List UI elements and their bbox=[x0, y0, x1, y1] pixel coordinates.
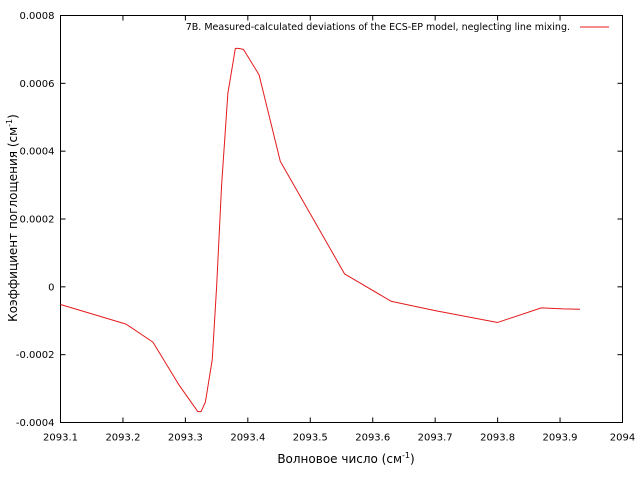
x-tick-label: 2094 bbox=[610, 433, 635, 444]
legend: 7B. Measured-calculated deviations of th… bbox=[186, 22, 609, 33]
y-axis-title-close: ) bbox=[6, 114, 20, 119]
y-tick-label: -0.0002 bbox=[16, 350, 55, 361]
x-tick-label: 2093.6 bbox=[355, 433, 390, 444]
series-group bbox=[60, 47, 581, 413]
x-axis-title-main: Волновое число (см bbox=[277, 452, 402, 466]
y-tick-label: 0.0002 bbox=[20, 215, 55, 226]
x-tick-label: 2093.2 bbox=[105, 433, 140, 444]
y-tick-label: 0 bbox=[48, 282, 54, 293]
y-tick-label: 0.0006 bbox=[20, 79, 55, 90]
y-axis-title-main: Коэффициент поглощения (см bbox=[6, 127, 20, 322]
x-tick-label: 2093.3 bbox=[168, 433, 203, 444]
series-line bbox=[60, 47, 581, 413]
x-tick-label: 2093.7 bbox=[418, 433, 453, 444]
x-axis-title-close: ) bbox=[410, 452, 415, 466]
y-tick-label: 0.0008 bbox=[20, 11, 55, 22]
x-tick-label: 2093.1 bbox=[43, 433, 78, 444]
x-axis-title: Волновое число (см-1) bbox=[277, 451, 414, 466]
tick-labels: 2093.1 2093.2 2093.3 2093.4 2093.5 2093.6 2093… bbox=[16, 11, 635, 444]
plot-frame bbox=[60, 15, 623, 423]
y-tick-label: 0.0004 bbox=[20, 147, 55, 158]
legend-label: 7B. Measured-calculated deviations of th… bbox=[186, 22, 570, 33]
y-axis-title-sup: -1 bbox=[5, 119, 14, 127]
x-tick-label: 2093.5 bbox=[293, 433, 328, 444]
x-tick-label: 2093.4 bbox=[230, 433, 265, 444]
x-axis-title-sup: -1 bbox=[402, 451, 410, 460]
y-tick-label: -0.0004 bbox=[16, 418, 55, 429]
x-tick-label: 2093.8 bbox=[480, 433, 515, 444]
axis-ticks bbox=[60, 15, 623, 423]
x-tick-label: 2093.9 bbox=[543, 433, 578, 444]
y-axis-title: Коэффициент поглощения (см-1) bbox=[5, 114, 20, 322]
